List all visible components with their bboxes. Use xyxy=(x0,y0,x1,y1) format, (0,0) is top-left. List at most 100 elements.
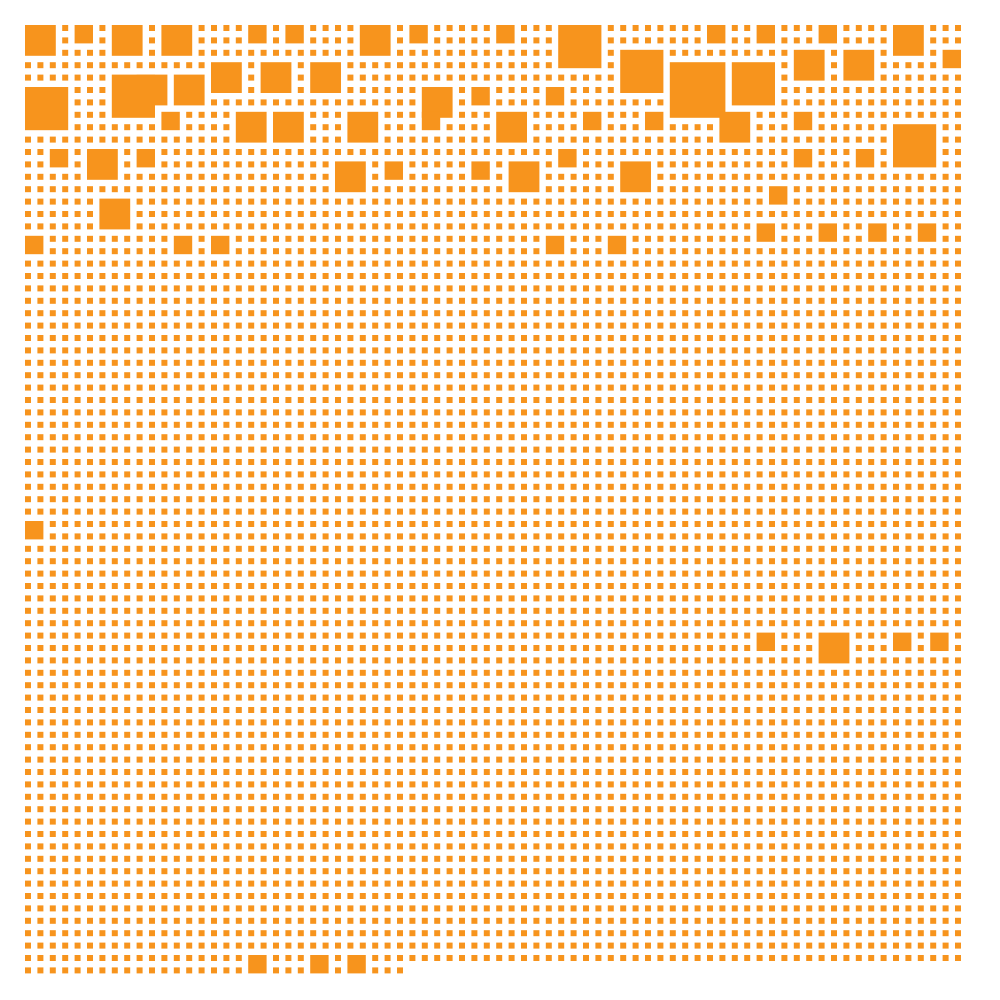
small-tile xyxy=(161,248,168,255)
small-tile xyxy=(211,607,217,614)
small-tile xyxy=(161,372,168,379)
small-tile xyxy=(25,682,31,689)
small-tile xyxy=(831,744,837,751)
small-tile xyxy=(322,471,329,478)
small-tile xyxy=(719,620,726,627)
small-tile xyxy=(37,359,44,366)
small-tile xyxy=(905,173,912,180)
small-tile xyxy=(558,756,565,763)
small-tile xyxy=(335,843,341,850)
small-tile xyxy=(583,694,589,701)
small-tile xyxy=(136,471,143,478)
small-tile xyxy=(880,620,887,627)
small-tile xyxy=(632,583,639,589)
small-tile xyxy=(384,74,391,81)
small-tile xyxy=(955,620,961,627)
small-tile xyxy=(905,359,912,366)
large-tile xyxy=(173,161,180,168)
small-tile xyxy=(744,719,751,726)
small-tile xyxy=(657,384,664,391)
small-tile xyxy=(930,446,937,453)
small-tile xyxy=(471,620,478,627)
small-tile xyxy=(719,893,726,899)
small-tile xyxy=(37,682,44,689)
small-tile xyxy=(769,111,775,118)
small-tile xyxy=(521,446,527,453)
small-tile xyxy=(496,273,503,279)
small-tile xyxy=(335,756,341,763)
small-tile xyxy=(818,446,825,453)
small-tile xyxy=(707,545,713,552)
large-tile xyxy=(868,223,887,242)
small-tile xyxy=(161,694,168,701)
small-tile xyxy=(223,136,230,143)
small-tile xyxy=(223,446,230,453)
small-tile xyxy=(806,198,813,205)
small-tile xyxy=(645,397,651,403)
small-tile xyxy=(558,111,565,118)
small-tile xyxy=(87,682,93,689)
small-tile xyxy=(818,149,825,155)
small-tile xyxy=(310,657,317,664)
small-tile xyxy=(471,409,478,416)
small-tile xyxy=(446,37,453,44)
small-tile xyxy=(855,682,862,689)
small-tile xyxy=(657,731,664,738)
small-tile xyxy=(471,707,478,713)
small-tile xyxy=(37,322,44,329)
small-tile xyxy=(831,359,837,366)
small-tile xyxy=(880,211,887,217)
small-tile xyxy=(397,793,403,800)
small-tile xyxy=(744,161,751,168)
small-tile xyxy=(756,558,763,565)
small-tile xyxy=(533,446,540,453)
small-tile xyxy=(917,545,924,552)
small-tile xyxy=(893,545,899,552)
small-tile xyxy=(421,855,428,862)
small-tile xyxy=(583,335,589,341)
small-tile xyxy=(731,37,738,44)
small-tile xyxy=(694,335,701,341)
small-tile xyxy=(893,818,899,825)
small-tile xyxy=(335,831,341,837)
small-tile xyxy=(570,533,577,540)
small-tile xyxy=(260,607,267,614)
small-tile xyxy=(781,74,788,81)
small-tile xyxy=(471,607,478,614)
large-tile xyxy=(211,62,242,93)
small-tile xyxy=(87,756,93,763)
small-tile xyxy=(37,149,44,155)
small-tile xyxy=(793,831,800,837)
small-tile xyxy=(409,781,416,788)
small-tile xyxy=(756,297,763,304)
small-tile xyxy=(62,483,69,490)
small-tile xyxy=(694,297,701,304)
small-tile xyxy=(211,384,217,391)
small-tile xyxy=(446,483,453,490)
small-tile xyxy=(731,756,738,763)
small-tile xyxy=(335,793,341,800)
small-tile xyxy=(49,186,56,193)
small-tile xyxy=(855,421,862,428)
small-tile xyxy=(285,880,292,887)
small-tile xyxy=(508,235,515,242)
small-tile xyxy=(558,397,565,403)
small-tile xyxy=(855,533,862,540)
small-tile xyxy=(570,111,577,118)
small-tile xyxy=(694,545,701,552)
small-tile xyxy=(645,149,651,155)
small-tile xyxy=(930,384,937,391)
small-tile xyxy=(818,843,825,850)
small-tile xyxy=(235,235,242,242)
small-tile xyxy=(533,682,540,689)
small-tile xyxy=(694,719,701,726)
small-tile xyxy=(322,434,329,441)
small-tile xyxy=(111,806,118,813)
small-tile xyxy=(459,25,465,31)
small-tile xyxy=(87,632,93,639)
small-tile xyxy=(570,595,577,602)
small-tile xyxy=(955,99,961,106)
small-tile xyxy=(446,806,453,813)
small-tile xyxy=(781,149,788,155)
small-tile xyxy=(880,297,887,304)
